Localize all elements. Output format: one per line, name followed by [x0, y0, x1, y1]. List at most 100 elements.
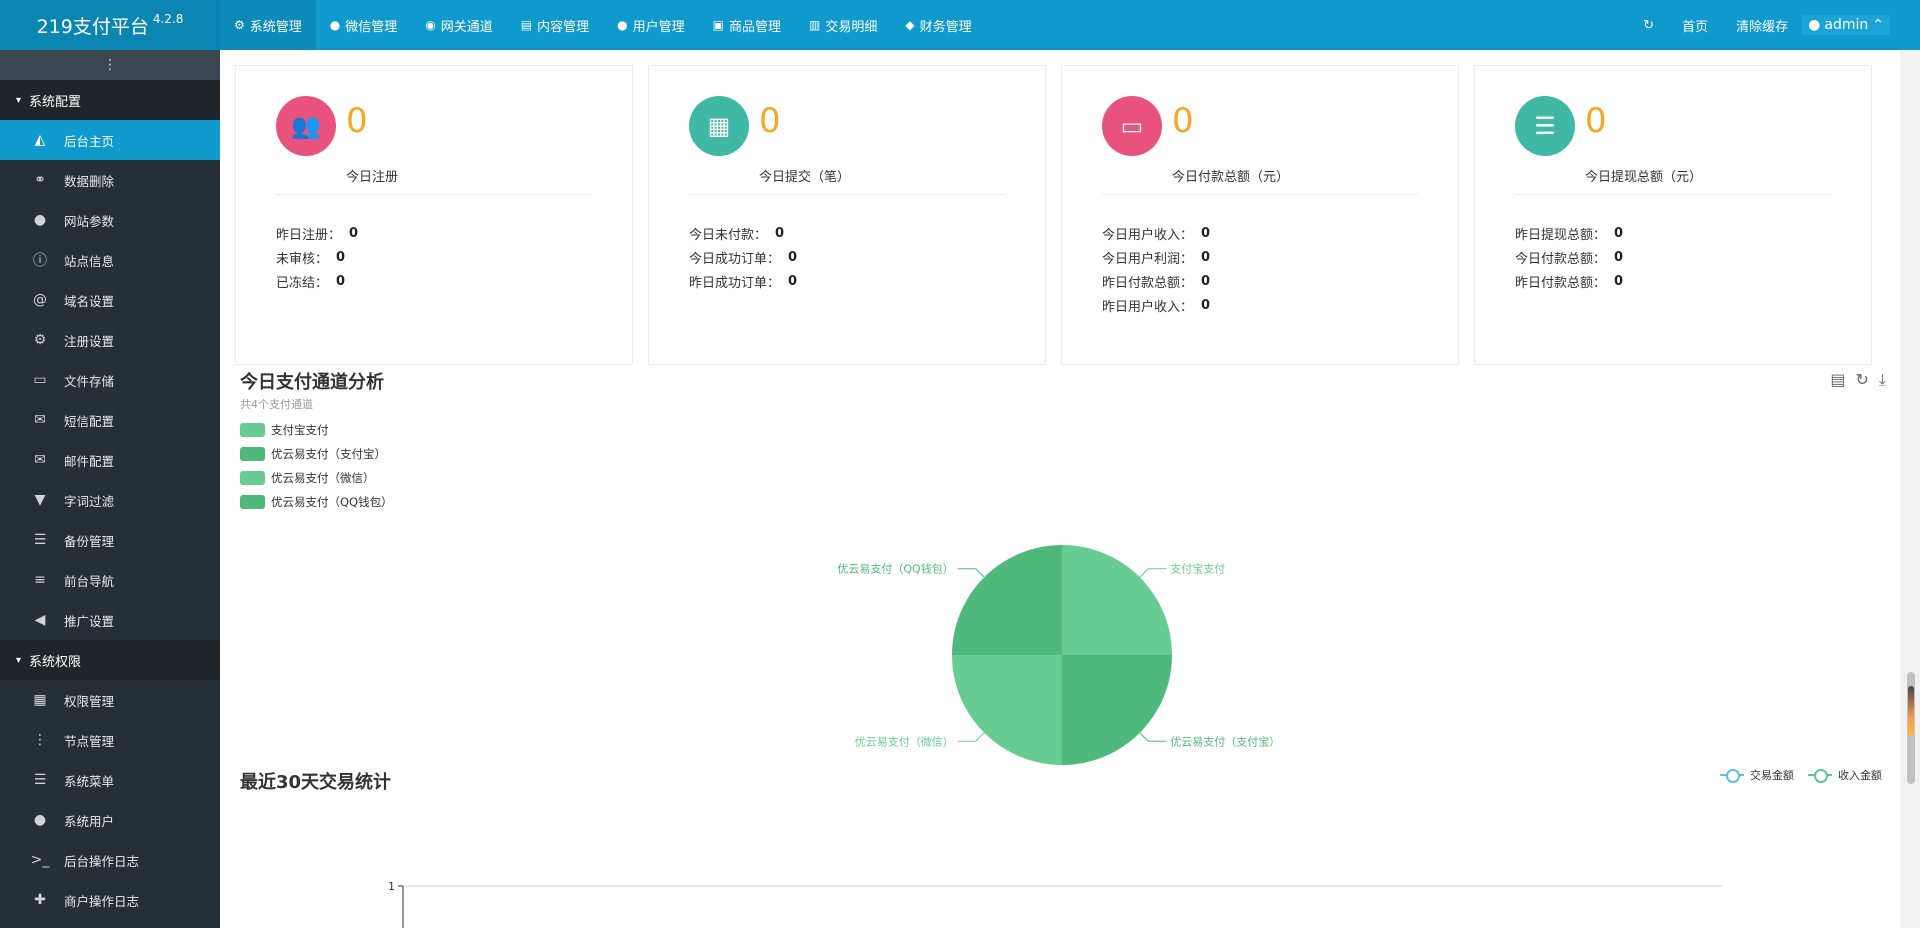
calendar-icon: ▦ — [689, 96, 749, 156]
gear-icon: ⚙ — [234, 18, 245, 32]
y-tick-label: 1 — [388, 880, 395, 893]
pie-label-line — [1139, 568, 1167, 578]
sidebar-item[interactable]: ☰ 系统菜单 — [0, 760, 220, 800]
sidebar-item[interactable]: ▭ 文件存储 — [0, 360, 220, 400]
gateway-icon: ◉ — [425, 18, 436, 32]
top-nav-item[interactable]: ▤ 内容管理 — [507, 0, 603, 50]
page-scrollbar[interactable] — [1902, 50, 1920, 928]
chart-icon: ▥ — [809, 18, 821, 32]
legend-item[interactable]: 优云易支付（支付宝） — [240, 442, 393, 466]
stat-detail-value: 0 — [788, 273, 798, 289]
user-menu[interactable]: ● admin ⌃ — [1802, 15, 1890, 35]
stat-detail-row: 昨日用户收入： 0 — [1102, 293, 1210, 317]
top-nav-item[interactable]: ● 微信管理 — [316, 0, 412, 50]
terminal-icon: >_ — [30, 852, 50, 868]
top-nav-item[interactable]: ⚙ 系统管理 — [220, 0, 316, 50]
sidebar-item[interactable]: ✉ 邮件配置 — [0, 440, 220, 480]
document-icon: ▤ — [520, 18, 533, 32]
sidebar-item[interactable]: ≡ 前台导航 — [0, 560, 220, 600]
sidebar-group-label: 系统权限 — [29, 654, 82, 670]
home-link[interactable]: 首页 — [1682, 19, 1709, 35]
stat-detail-value: 0 — [349, 225, 359, 241]
bullhorn-icon: ◀ — [34, 612, 46, 628]
stat-detail-label: 昨日付款总额： — [1102, 275, 1194, 291]
brand-logo[interactable]: 219支付平台 4.2.8 — [0, 0, 220, 50]
sidebar-item[interactable]: ⋮ 节点管理 — [0, 720, 220, 760]
sidebar-item[interactable]: ⚭ 数据删除 — [0, 160, 220, 200]
sidebar-item[interactable]: ● 系统用户 — [0, 800, 220, 840]
sidebar-item-label: 系统用户 — [64, 813, 115, 829]
sidebar-item[interactable]: ◭ 后台主页 — [0, 120, 220, 160]
stat-detail-row: 已冻结： 0 — [276, 269, 358, 293]
sidebar-item[interactable]: >_ 后台操作日志 — [0, 840, 220, 880]
sidebar-item[interactable]: @ 域名设置 — [0, 280, 220, 320]
sidebar-toggle[interactable]: ⋮ — [0, 50, 220, 80]
top-nav-item[interactable]: ▣ 商品管理 — [699, 0, 795, 50]
caret-down-icon: ▾ — [16, 94, 22, 106]
stat-detail-label: 昨日付款总额： — [1515, 275, 1607, 291]
sidebar-item[interactable]: ☰ 备份管理 — [0, 520, 220, 560]
sidebar-item[interactable]: ⓘ 站点信息 — [0, 240, 220, 280]
stat-detail-row: 昨日付款总额： 0 — [1515, 269, 1623, 293]
pie-slice-label: 优云易支付（微信） — [855, 734, 954, 748]
sidebar-item-label: 注册设置 — [64, 333, 115, 349]
stat-caption: 今日付款总额（元） — [1172, 170, 1290, 185]
pie-label-line — [957, 568, 985, 578]
sidebar-item[interactable]: ▦ 权限管理 — [0, 680, 220, 720]
sidebar-item[interactable]: ◀ 推广设置 — [0, 600, 220, 640]
brand-version: 4.2.8 — [152, 12, 184, 26]
sidebar-group[interactable]: ▾ 系统配置 — [0, 80, 220, 120]
stat-detail-label: 今日未付款： — [689, 227, 768, 243]
sidebar-item[interactable]: ✚ 商户操作日志 — [0, 880, 220, 920]
stat-card: ☰ 0 今日提现总额（元） 昨日提现总额： 0 今日付款总额： 0 昨日付款总额： 0 — [1474, 65, 1872, 365]
sidebar-item[interactable]: ✉ 短信配置 — [0, 400, 220, 440]
pie-label-line — [957, 732, 985, 742]
stat-detail-list: 昨日提现总额： 0 今日付款总额： 0 昨日付款总额： 0 — [1515, 221, 1623, 293]
stat-value: 0 — [346, 101, 368, 141]
sidebar-item[interactable]: ⚙ 注册设置 — [0, 320, 220, 360]
legend-item[interactable]: 交易金额 — [1720, 767, 1794, 783]
stat-detail-value: 0 — [775, 225, 785, 241]
stat-detail-row: 未审核： 0 — [276, 245, 358, 269]
top-nav-item[interactable]: ◉ 网关通道 — [411, 0, 507, 50]
stat-caption: 今日提现总额（元） — [1585, 170, 1703, 185]
user-icon: ● — [1808, 17, 1821, 33]
sidebar-item-label: 备份管理 — [64, 533, 115, 549]
sidebar-item[interactable]: ▼ 字词过滤 — [0, 480, 220, 520]
top-nav-item[interactable]: ● 用户管理 — [603, 0, 699, 50]
stat-detail-row: 昨日注册： 0 — [276, 221, 358, 245]
top-nav-item[interactable]: ▥ 交易明细 — [795, 0, 891, 50]
envelope-icon: ✉ — [34, 452, 46, 468]
refresh-icon[interactable]: ↻ — [1643, 17, 1655, 33]
top-nav-label: 内容管理 — [537, 19, 590, 35]
top-nav-label: 财务管理 — [919, 19, 972, 35]
sidebar-item-label: 后台主页 — [64, 133, 115, 149]
sidebar-item-label: 网站参数 — [64, 213, 115, 229]
clear-cache-link[interactable]: 清除缓存 — [1736, 19, 1789, 35]
sidebar-group[interactable]: ▾ 系统权限 — [0, 640, 220, 680]
download-icon[interactable]: ⤓ — [1878, 370, 1886, 389]
database-icon: ☰ — [33, 532, 47, 548]
pie-slice[interactable] — [952, 655, 1062, 765]
top-nav-item[interactable]: ◆ 财务管理 — [891, 0, 985, 50]
stat-detail-row: 今日未付款： 0 — [689, 221, 797, 245]
legend-item[interactable]: 收入金额 — [1808, 767, 1882, 783]
stat-detail-label: 今日用户收入： — [1102, 227, 1194, 243]
users-icon: ● — [33, 812, 47, 828]
data-view-icon[interactable]: ▤ — [1830, 370, 1846, 389]
apple-icon: ● — [33, 212, 47, 228]
pie-slice[interactable] — [1062, 655, 1172, 765]
legend-item[interactable]: 优云易支付（QQ钱包） — [240, 490, 393, 514]
pie-slice[interactable] — [952, 545, 1062, 655]
legend-item[interactable]: 优云易支付（微信） — [240, 466, 393, 490]
ellipsis-icon: ⋮ — [33, 732, 47, 748]
pie-slice[interactable] — [1062, 545, 1172, 655]
legend-item[interactable]: 支付宝支付 — [240, 418, 393, 442]
refresh-icon[interactable]: ↻ — [1855, 370, 1869, 389]
sidebar-group-label: 系统配置 — [29, 94, 82, 110]
stat-detail-value: 0 — [1201, 273, 1211, 289]
stat-detail-label: 今日用户利润： — [1102, 251, 1194, 267]
stat-detail-label: 昨日用户收入： — [1102, 299, 1194, 315]
sidebar-item[interactable]: ● 网站参数 — [0, 200, 220, 240]
wechat-icon: ● — [329, 18, 341, 32]
